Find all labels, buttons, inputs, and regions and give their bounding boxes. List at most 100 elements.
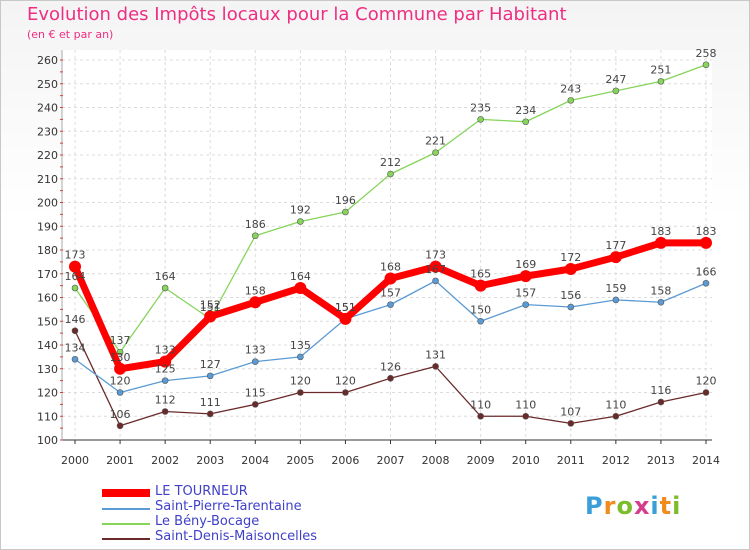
data-label-1: 159 bbox=[605, 282, 626, 295]
data-label-3: 131 bbox=[425, 348, 446, 361]
data-label-2: 235 bbox=[470, 101, 491, 114]
data-label-2: 164 bbox=[155, 270, 176, 283]
data-label-3: 120 bbox=[290, 375, 311, 388]
data-point-3 bbox=[612, 412, 620, 420]
logo-letter: x bbox=[633, 492, 651, 520]
data-point-1 bbox=[477, 317, 484, 325]
data-point-1 bbox=[297, 353, 304, 361]
x-tick-label: 2008 bbox=[422, 454, 450, 467]
y-tick-label: 120 bbox=[37, 387, 58, 400]
y-tick-label: 200 bbox=[37, 197, 58, 210]
data-point-1 bbox=[116, 389, 124, 396]
data-label-2: 186 bbox=[245, 218, 266, 231]
logo-letter: o bbox=[616, 492, 634, 520]
x-tick-label: 2005 bbox=[286, 454, 314, 467]
data-label-2: 251 bbox=[650, 63, 671, 76]
data-point-3 bbox=[522, 412, 530, 420]
data-label-1: 134 bbox=[65, 341, 86, 354]
data-point-0 bbox=[474, 279, 487, 292]
y-tick-label: 180 bbox=[37, 244, 58, 257]
data-label-3: 126 bbox=[380, 360, 401, 373]
data-label-0: 130 bbox=[110, 351, 131, 364]
data-label-2: 258 bbox=[696, 47, 717, 60]
data-label-1: 157 bbox=[380, 287, 401, 300]
data-label-1: 150 bbox=[470, 303, 491, 316]
data-label-0: 168 bbox=[380, 261, 401, 274]
x-tick-label: 2013 bbox=[647, 454, 675, 467]
data-label-0: 152 bbox=[200, 299, 221, 312]
legend-label: Saint-Pierre-Tarentaine bbox=[155, 499, 302, 514]
data-point-1 bbox=[387, 301, 394, 308]
x-tick-label: 2012 bbox=[602, 454, 630, 467]
data-label-3: 146 bbox=[65, 313, 86, 326]
data-point-2 bbox=[297, 218, 304, 225]
data-label-2: 137 bbox=[110, 334, 131, 347]
data-point-0 bbox=[564, 263, 577, 275]
data-label-1: 156 bbox=[560, 289, 581, 302]
legend-swatch bbox=[102, 508, 150, 510]
x-tick-label: 2004 bbox=[241, 454, 269, 467]
data-label-3: 110 bbox=[470, 398, 491, 411]
legend-label: LE TOURNEUR bbox=[155, 484, 248, 499]
data-label-0: 165 bbox=[470, 268, 491, 281]
data-label-0: 169 bbox=[515, 258, 536, 271]
data-point-0 bbox=[249, 296, 262, 309]
data-label-2: 221 bbox=[425, 135, 446, 148]
x-tick-label: 2011 bbox=[557, 454, 585, 467]
data-point-3 bbox=[342, 389, 349, 396]
logo-letter: r bbox=[603, 492, 617, 520]
data-point-1 bbox=[612, 296, 620, 304]
y-tick-label: 150 bbox=[37, 315, 58, 328]
x-tick-label: 2006 bbox=[331, 454, 359, 467]
data-label-0: 177 bbox=[605, 239, 626, 252]
data-point-3 bbox=[116, 422, 124, 430]
data-point-2 bbox=[522, 118, 530, 126]
data-point-0 bbox=[700, 236, 712, 249]
data-point-3 bbox=[387, 374, 394, 382]
y-tick-label: 170 bbox=[37, 268, 58, 281]
y-tick-label: 140 bbox=[37, 339, 58, 352]
data-point-2 bbox=[342, 208, 349, 216]
data-label-0: 151 bbox=[335, 301, 356, 314]
data-point-2 bbox=[702, 61, 710, 69]
data-label-3: 112 bbox=[155, 394, 176, 407]
data-point-0 bbox=[159, 355, 172, 368]
y-tick-label: 240 bbox=[37, 102, 58, 115]
data-label-3: 106 bbox=[110, 408, 131, 421]
data-label-1: 157 bbox=[515, 287, 536, 300]
data-label-1: 167 bbox=[425, 263, 446, 276]
y-tick-label: 130 bbox=[37, 363, 58, 376]
data-point-0 bbox=[609, 251, 622, 264]
data-label-1: 125 bbox=[155, 363, 176, 376]
data-label-0: 158 bbox=[245, 284, 266, 297]
data-label-1: 120 bbox=[110, 375, 131, 388]
data-label-2: 243 bbox=[560, 82, 581, 95]
x-tick-label: 2010 bbox=[512, 454, 540, 467]
data-label-0: 173 bbox=[65, 249, 86, 262]
y-tick-label: 100 bbox=[37, 434, 58, 447]
data-point-3 bbox=[71, 327, 79, 335]
y-tick-label: 230 bbox=[37, 125, 58, 138]
data-point-1 bbox=[657, 298, 665, 306]
data-label-1: 151 bbox=[335, 301, 356, 314]
y-tick-label: 250 bbox=[37, 78, 58, 91]
data-point-0 bbox=[204, 310, 217, 323]
data-point-2 bbox=[251, 232, 259, 240]
y-tick-label: 160 bbox=[37, 292, 58, 305]
data-point-0 bbox=[429, 260, 442, 273]
legend-label: Saint-Denis-Maisoncelles bbox=[155, 529, 318, 544]
logo-letter: P bbox=[585, 492, 604, 520]
data-point-1 bbox=[702, 279, 710, 287]
data-label-2: 234 bbox=[515, 104, 536, 117]
data-point-0 bbox=[69, 260, 81, 273]
data-label-1: 127 bbox=[200, 358, 221, 371]
y-tick-label: 190 bbox=[37, 220, 58, 233]
x-tick-label: 2007 bbox=[377, 454, 405, 467]
data-point-3 bbox=[432, 363, 439, 370]
x-tick-label: 2014 bbox=[692, 454, 720, 467]
data-label-0: 172 bbox=[560, 251, 581, 264]
data-point-2 bbox=[477, 116, 484, 123]
data-label-3: 111 bbox=[200, 396, 221, 409]
data-label-2: 212 bbox=[380, 156, 401, 169]
data-label-0: 133 bbox=[155, 344, 176, 357]
